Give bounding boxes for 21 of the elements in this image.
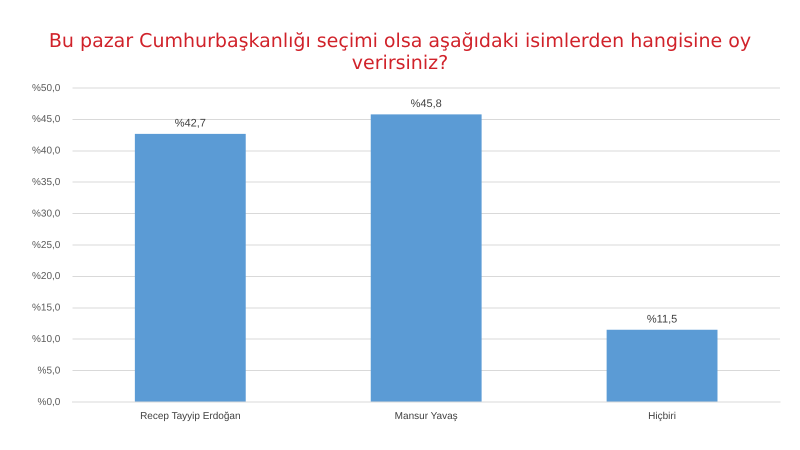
bar (606, 330, 718, 402)
data-label: %11,5 (646, 313, 678, 326)
y-tick-label: %20,0 (32, 271, 61, 282)
bar (370, 114, 482, 402)
y-tick-label: %45,0 (32, 114, 61, 126)
y-tick-label: %10,0 (32, 334, 61, 345)
bar (134, 134, 246, 402)
y-tick-label: %30,0 (32, 208, 61, 220)
y-tick-label: %5,0 (38, 365, 61, 376)
x-tick-label: Hiçbiri (648, 410, 676, 422)
y-tick-label: %15,0 (32, 302, 61, 314)
y-tick-label: %50,0 (32, 82, 61, 94)
chart-title: Bu pazar Cumhurbaşkanlığı seçimi olsa aşağıdaki isimlerden hangisine oy verirsiniz? (48, 30, 752, 74)
y-tick-label: %25,0 (32, 240, 61, 251)
y-tick-label: %0,0 (38, 396, 61, 408)
data-label: %45,8 (410, 98, 442, 110)
y-tick-label: %40,0 (32, 146, 61, 157)
x-tick-label: Mansur Yavaş (394, 410, 458, 422)
data-label: %42,7 (174, 117, 206, 130)
y-tick-label: %35,0 (32, 176, 61, 188)
x-tick-label: Recep Tayyip Erdoğan (140, 410, 241, 422)
